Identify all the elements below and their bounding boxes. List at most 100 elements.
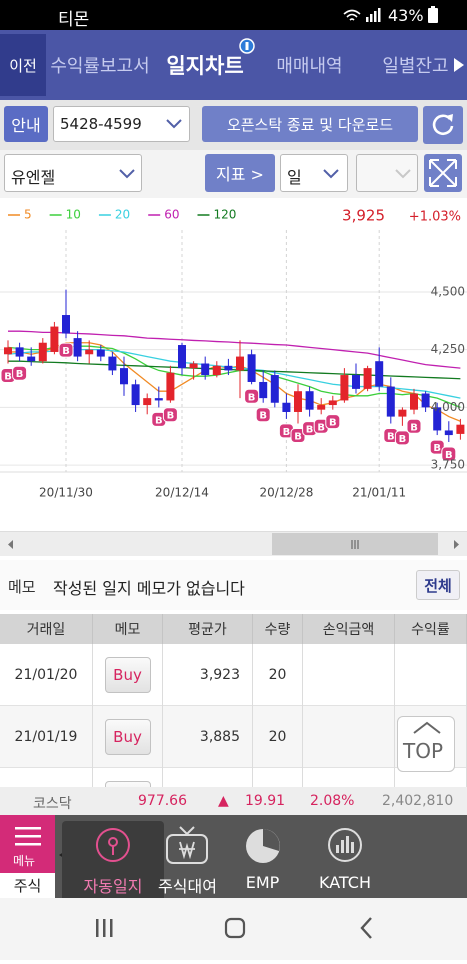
memo-buy-button[interactable] [104, 781, 151, 787]
empty-select[interactable] [356, 154, 418, 192]
memo-buy-button[interactable]: Buy [104, 657, 151, 693]
account-number: 5428-4599 [60, 115, 142, 133]
candle-body [166, 372, 175, 401]
nav-label: 주식대여 [158, 877, 217, 896]
signal-icons [343, 8, 381, 22]
table-row[interactable]: 21/01/19 Buy 3,885 20 [0, 706, 467, 768]
bottom-nav: 메뉴 주식 자동일지 주식대여 EMP KATCH [0, 815, 467, 898]
tab-bar: 이전 수익률보고서 일지차트 매매내역 일별잔고 [0, 30, 467, 100]
candle-body [410, 393, 418, 410]
index-volume: 2,402,810 [382, 793, 454, 809]
index-rate: 2.08% [310, 793, 355, 809]
candle-body [305, 391, 314, 410]
candle-body [178, 345, 186, 369]
nav-label: EMP [245, 873, 280, 892]
candle-body [50, 326, 59, 352]
top-button[interactable]: TOP [397, 716, 455, 772]
top-arrow [413, 721, 441, 734]
column-header: 손익금액 [303, 614, 395, 644]
candle-body [340, 375, 349, 401]
legend: 5 10 20 60 120 [8, 208, 236, 222]
menu-icon [15, 827, 41, 846]
candle-body [386, 386, 395, 417]
indicator-button[interactable]: 지표 > [205, 154, 275, 192]
buy-marker [325, 414, 341, 430]
download-button[interactable]: 오픈스탁 종료 및 다운로드 [202, 106, 418, 142]
chart-scrollbar[interactable] [0, 531, 467, 556]
buy-marker-label: B [4, 372, 12, 383]
refresh-button[interactable] [423, 106, 463, 144]
table-row[interactable] [0, 768, 467, 787]
tab-scroll-arrow[interactable] [452, 57, 466, 73]
menu-button[interactable]: 메뉴 [0, 815, 55, 873]
toolbar: 안내 5428-4599 오픈스탁 종료 및 다운로드 [0, 100, 467, 150]
table-header: 거래일 메모 평균가 수량 손익금액 수익률 [0, 614, 467, 644]
stock-name: 유엔젤 [11, 168, 56, 187]
candle-body [352, 375, 360, 389]
katch-icon [328, 828, 362, 862]
candle-body [398, 409, 407, 417]
period-select[interactable]: 일 [280, 154, 348, 192]
tab-active[interactable]: 일지차트 [166, 54, 244, 78]
column-header: 거래일 [0, 614, 93, 644]
guide-button[interactable]: 안내 [4, 106, 48, 142]
buy-marker-label: B [167, 411, 175, 422]
legend-label: 5 [24, 208, 32, 222]
ma-line [8, 330, 461, 369]
buy-marker-label: B [433, 443, 441, 454]
tab[interactable]: 매매내역 [276, 56, 343, 77]
stock-mode[interactable]: 주식 [0, 873, 55, 898]
candle-body [317, 405, 326, 410]
table-row[interactable]: 21/01/20 Buy 3,923 20 [0, 644, 467, 706]
y-tick-label: 3,750 [431, 458, 465, 472]
tab[interactable]: 수익률보고서 [50, 56, 150, 77]
column-header: 수익률 [395, 614, 467, 644]
back-tab[interactable]: 이전 [0, 34, 46, 96]
tab[interactable]: 일별잔고 [382, 56, 449, 77]
nav-item[interactable]: 주식대여 [140, 821, 235, 898]
candle-body [270, 375, 279, 403]
candle-body [73, 338, 82, 357]
nav-label: KATCH [319, 873, 371, 892]
recents-button[interactable] [96, 919, 113, 937]
candle-body [201, 363, 210, 376]
buy-marker [406, 418, 422, 434]
candle-body [236, 356, 244, 371]
expand-button[interactable] [424, 154, 462, 192]
column-header: 메모 [93, 614, 163, 644]
buy-marker-label: B [306, 425, 314, 436]
index-value: 977.66 [138, 793, 187, 809]
system-nav-icons [96, 917, 372, 939]
home-button[interactable] [224, 917, 246, 939]
buy-marker [12, 365, 28, 381]
table-cell [303, 644, 395, 706]
ma-line [7, 349, 461, 399]
x-tick-label: 20/12/14 [155, 486, 209, 500]
table-cell: 3,923 [163, 644, 253, 706]
table-cell [93, 768, 163, 787]
candle-body [38, 342, 47, 362]
candle-body [62, 315, 70, 334]
buy-marker-label: B [317, 422, 325, 433]
table-cell: 20 [253, 644, 303, 706]
candle-body [328, 400, 337, 406]
info-badge [239, 38, 255, 54]
memo-all-button[interactable]: 전체 [416, 570, 460, 600]
nav-item[interactable]: EMP [225, 821, 300, 898]
table-cell [395, 644, 467, 706]
nav-item-active[interactable]: 자동일지 [62, 821, 164, 898]
table-cell [0, 768, 93, 787]
candle-body [375, 361, 384, 387]
candle-body [212, 365, 221, 376]
journal-icon [95, 828, 130, 862]
account-select[interactable]: 5428-4599 [53, 106, 190, 142]
back-button[interactable] [360, 917, 372, 939]
candle-body [131, 384, 140, 406]
stock-select[interactable]: 유엔젤 [4, 154, 142, 192]
nav-item[interactable]: KATCH [305, 821, 385, 898]
table-body: 21/01/20 Buy 3,923 20 21/01/19 Buy 3,885 20 [0, 644, 467, 787]
candle-body [27, 356, 36, 362]
buy-marker [394, 430, 410, 446]
memo-buy-button[interactable]: Buy [104, 719, 151, 755]
period: 일 [287, 168, 302, 187]
